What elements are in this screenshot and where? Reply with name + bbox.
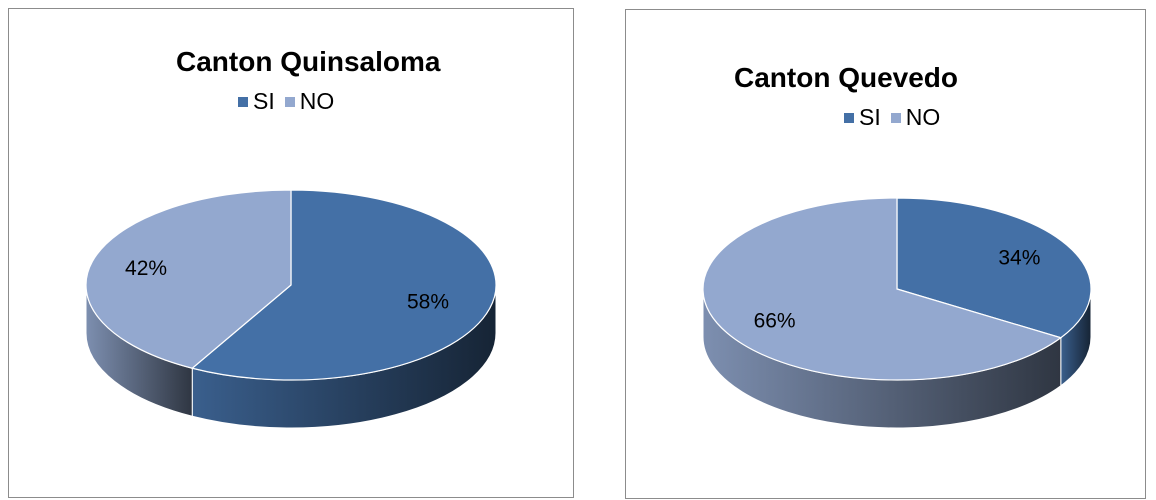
legend-swatch-no (890, 112, 901, 123)
chart-title: Canton Quevedo (734, 62, 959, 93)
data-label-si: 58% (407, 290, 449, 313)
legend-label-no: NO (905, 104, 941, 130)
data-label-no: 66% (754, 310, 796, 333)
legend-label-si: SI (859, 104, 881, 130)
legend-swatch-si (844, 112, 854, 123)
data-label-no: 42% (125, 257, 167, 280)
chart-panel-quinsaloma: Canton Quinsaloma SI NO 58% 42% (8, 8, 574, 498)
legend-item-si: SI (844, 104, 881, 131)
pie-slice-no (85, 189, 292, 369)
pie-chart-quevedo: 34% 66% (702, 197, 1092, 429)
legend-label-si: SI (253, 88, 275, 114)
pie-slice-si (190, 189, 497, 381)
legend-item-no: NO (284, 88, 335, 115)
chart-legend: SI NO (238, 88, 344, 115)
legend-swatch-no (284, 96, 295, 107)
chart-title: Canton Quinsaloma (176, 46, 441, 77)
chart-panel-quevedo: Canton Quevedo SI NO 34% 66% (625, 9, 1146, 499)
pie-chart-quinsaloma: 58% 42% (85, 189, 497, 429)
legend-swatch-si (238, 96, 248, 107)
legend-label-no: NO (299, 88, 335, 114)
legend-item-si: SI (238, 88, 275, 115)
legend-item-no: NO (890, 104, 941, 131)
chart-legend: SI NO (844, 104, 950, 131)
pie-slice-no (702, 197, 1063, 381)
data-label-si: 34% (998, 246, 1040, 269)
